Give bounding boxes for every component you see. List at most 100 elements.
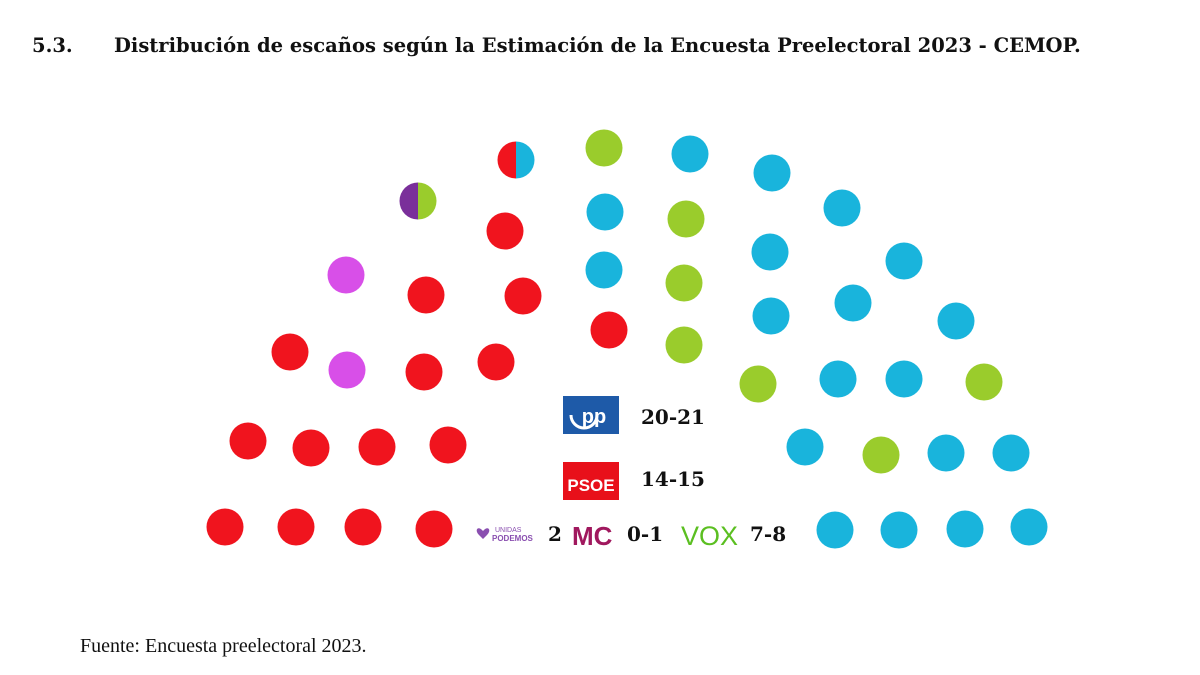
seat-dot xyxy=(671,135,709,173)
seat-psoe xyxy=(415,510,453,548)
seat-dot xyxy=(937,302,975,340)
seat-dot xyxy=(786,428,824,466)
podemos-logo-bottom: PODEMOS xyxy=(492,534,534,543)
seat-dot xyxy=(816,511,854,549)
seat-dot xyxy=(407,276,445,314)
seat-pp xyxy=(885,242,923,280)
seat-dot xyxy=(1010,508,1048,546)
seat-pp xyxy=(885,360,923,398)
seat-pp xyxy=(1010,508,1048,546)
seat-dot xyxy=(586,193,624,231)
seat-dot xyxy=(429,426,467,464)
mc-seats-label: 0-1 xyxy=(627,522,663,546)
seat-psoe xyxy=(344,508,382,546)
seat-dot xyxy=(327,256,365,294)
seat-psoe xyxy=(277,508,315,546)
vox-logo-text: VOX xyxy=(681,521,738,551)
seat-pp xyxy=(927,434,965,472)
seat-dot xyxy=(823,189,861,227)
seat-pp xyxy=(752,297,790,335)
source-note: Fuente: Encuesta preelectoral 2023. xyxy=(80,635,367,657)
seat-vox xyxy=(739,365,777,403)
legend-psoe: PSOE 14-15 xyxy=(563,462,705,500)
section-number: 5.3. xyxy=(32,34,73,57)
seat-vox xyxy=(585,129,623,167)
seat-dot xyxy=(752,297,790,335)
seat-psoe xyxy=(292,429,330,467)
psoe-logo-text: PSOE xyxy=(567,476,614,495)
seat-half-psoe xyxy=(497,141,516,179)
legend-vox: VOX 7-8 xyxy=(681,521,786,551)
seat-pp xyxy=(751,233,789,271)
seat-pp xyxy=(786,428,824,466)
seat-psoe xyxy=(486,212,524,250)
seat-psoe xyxy=(271,333,309,371)
legend-podemos: UNIDAS PODEMOS 2 xyxy=(476,522,562,546)
seat-dot xyxy=(585,129,623,167)
seat-dot xyxy=(229,422,267,460)
legend-mc: MC 0-1 xyxy=(572,521,663,551)
seat-dot xyxy=(328,351,366,389)
psoe-logo xyxy=(563,462,619,500)
seat-dot xyxy=(885,242,923,280)
seat-podemos xyxy=(328,351,366,389)
seat-dot xyxy=(405,353,443,391)
seat-dot xyxy=(477,343,515,381)
seat-psoe xyxy=(206,508,244,546)
seat-half-vox xyxy=(418,182,437,220)
seat-psoe xyxy=(504,277,542,315)
seat-dot xyxy=(585,251,623,289)
legend-pp: pp 20-21 xyxy=(563,396,705,434)
seat-dot xyxy=(277,508,315,546)
seat-psoe xyxy=(358,428,396,466)
seats-layer xyxy=(206,129,1048,549)
seat-dot xyxy=(965,363,1003,401)
seat-vox xyxy=(665,326,703,364)
seat-vox xyxy=(965,363,1003,401)
podemos-seats-label: 2 xyxy=(548,522,562,546)
seat-pp xyxy=(946,510,984,548)
seat-pp xyxy=(585,251,623,289)
chart-title: 5.3. Distribución de escaños según la Est… xyxy=(32,34,1081,57)
seat-pp xyxy=(671,135,709,173)
seat-dot xyxy=(880,511,918,549)
pp-seats-label: 20-21 xyxy=(641,405,705,429)
seat-dot xyxy=(739,365,777,403)
seat-dot xyxy=(885,360,923,398)
vox-seats-label: 7-8 xyxy=(750,522,786,546)
seat-psoe-pp xyxy=(497,141,535,179)
seat-dot xyxy=(665,264,703,302)
seat-pp xyxy=(819,360,857,398)
seat-psoe xyxy=(429,426,467,464)
seat-dot xyxy=(819,360,857,398)
seat-psoe xyxy=(407,276,445,314)
seat-dot xyxy=(504,277,542,315)
seat-dot xyxy=(834,284,872,322)
seat-half-pp xyxy=(516,141,535,179)
seat-dot xyxy=(415,510,453,548)
seat-dot xyxy=(292,429,330,467)
psoe-seats-label: 14-15 xyxy=(641,467,705,491)
seat-vox xyxy=(667,200,705,238)
seat-pp xyxy=(586,193,624,231)
mc-logo-text: MC xyxy=(572,521,613,551)
title-text: Distribución de escaños según la Estimac… xyxy=(114,34,1081,57)
seat-dot xyxy=(753,154,791,192)
seat-dot xyxy=(992,434,1030,472)
pp-logo-arc xyxy=(569,414,599,430)
seat-dot xyxy=(486,212,524,250)
seat-pp xyxy=(992,434,1030,472)
seat-pp xyxy=(937,302,975,340)
seat-dot xyxy=(665,326,703,364)
pp-logo-text: pp xyxy=(582,406,606,428)
seat-dot xyxy=(271,333,309,371)
seat-pp xyxy=(834,284,872,322)
seat-pp xyxy=(823,189,861,227)
seat-dot xyxy=(862,436,900,474)
seat-dot xyxy=(927,434,965,472)
seat-dot xyxy=(206,508,244,546)
seat-dot xyxy=(751,233,789,271)
seat-pp xyxy=(816,511,854,549)
seat-dot xyxy=(946,510,984,548)
